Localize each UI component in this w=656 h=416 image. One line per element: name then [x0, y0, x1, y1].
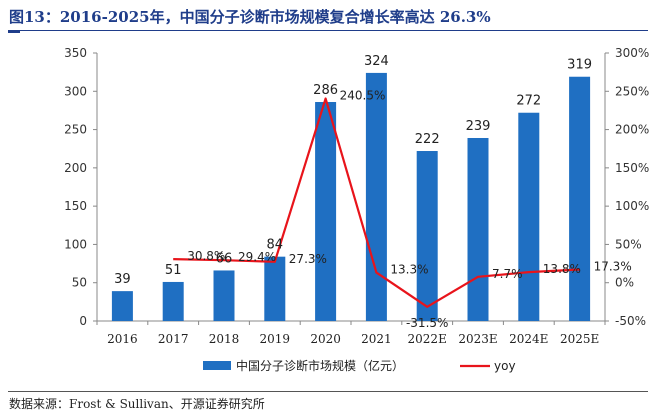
bar: [416, 151, 438, 321]
yoy-value-label: 240.5%: [340, 89, 386, 103]
yoy-value-label: 13.8%: [543, 262, 581, 276]
x-axis-tick-label: 2017: [158, 332, 189, 346]
yoy-value-label: 17.3%: [594, 259, 632, 273]
left-axis-tick-label: 350: [64, 46, 87, 60]
right-axis-tick-label: -50%: [615, 314, 646, 328]
left-axis-tick-label: 0: [79, 314, 87, 328]
chart: 0 50 100 150 200 250 300 350 -50% 0% 50% 100% 150% 20…: [64, 46, 649, 373]
left-axis-tick-label: 150: [64, 199, 87, 213]
bar: [518, 112, 540, 322]
bar-value-label: 84: [267, 238, 284, 253]
right-axis-tick-label: 100%: [615, 199, 649, 213]
bar: [365, 72, 387, 321]
bar-value-label: 319: [567, 58, 592, 73]
yoy-value-label: 27.3%: [289, 252, 327, 266]
x-axis-tick-label: 2025E: [560, 332, 599, 346]
bar-value-label: 222: [415, 132, 440, 147]
left-axis-tick-label: 250: [64, 123, 87, 137]
title-tick-mark: [8, 31, 20, 33]
legend-line-label: yoy: [494, 359, 516, 373]
left-axis-tick-label: 50: [72, 276, 87, 290]
title-divider: [8, 30, 648, 31]
source-divider: [8, 391, 648, 392]
bar: [111, 291, 133, 321]
bar-value-label: 239: [466, 119, 491, 134]
bar: [162, 281, 184, 321]
left-axis-tick-label: 300: [64, 84, 87, 98]
right-axis-tick-label: 300%: [615, 46, 649, 60]
bar-value-label: 51: [165, 263, 182, 278]
x-axis-tick-label: 2018: [209, 332, 240, 346]
yoy-line: [173, 97, 580, 308]
right-axis-tick-label: 250%: [615, 84, 649, 98]
bar-value-label: 286: [313, 83, 338, 98]
bar-value-label: 272: [516, 94, 541, 109]
right-axis-tick-label: 50%: [615, 237, 642, 251]
bar-series: [111, 72, 591, 322]
bar: [264, 256, 286, 321]
figure-title: 图13：2016-2025年，中国分子诊断市场规模复合增长率高达 26.3%: [9, 8, 491, 26]
x-axis-tick-label: 2016: [107, 332, 138, 346]
legend: 中国分子诊断市场规模（亿元） yoy: [203, 358, 516, 373]
yoy-value-label: 13.3%: [390, 263, 428, 277]
yoy-value-label: 29.4%: [238, 250, 276, 264]
yoy-value-label: 7.7%: [492, 267, 523, 281]
data-labels: 39 51 66 84 286 324 222 239 272 319 30.8% 29.4% 27.3…: [114, 54, 632, 330]
left-axis-tick-label: 100: [64, 237, 87, 251]
bar: [467, 137, 489, 321]
yoy-series: [173, 97, 580, 308]
x-axis-tick-label: 2019: [260, 332, 291, 346]
x-axis-tick-label: 2020: [310, 332, 341, 346]
yoy-value-label: -31.5%: [406, 316, 448, 330]
source-note: 数据来源：Frost & Sullivan、开源证券研究所: [9, 397, 265, 411]
x-axis-tick-label: 2021: [361, 332, 392, 346]
legend-bar-label: 中国分子诊断市场规模（亿元）: [236, 358, 404, 373]
right-axis-tick-label: 200%: [615, 123, 649, 137]
bar: [315, 102, 337, 322]
bar-value-label: 66: [216, 251, 233, 266]
x-axis-tick-label: 2023E: [458, 332, 497, 346]
bar: [569, 76, 591, 321]
x-axis-tick-label: 2022E: [408, 332, 447, 346]
bar-value-label: 39: [114, 272, 131, 287]
right-axis-tick-label: 150%: [615, 161, 649, 175]
legend-bar-swatch: [203, 361, 231, 370]
bar-value-label: 324: [364, 54, 389, 69]
x-axis-tick-label: 2024E: [509, 332, 548, 346]
right-axis-tick-label: 0%: [615, 276, 634, 290]
bar: [213, 270, 235, 321]
left-axis-tick-label: 200: [64, 161, 87, 175]
yoy-value-label: 30.8%: [187, 249, 225, 263]
